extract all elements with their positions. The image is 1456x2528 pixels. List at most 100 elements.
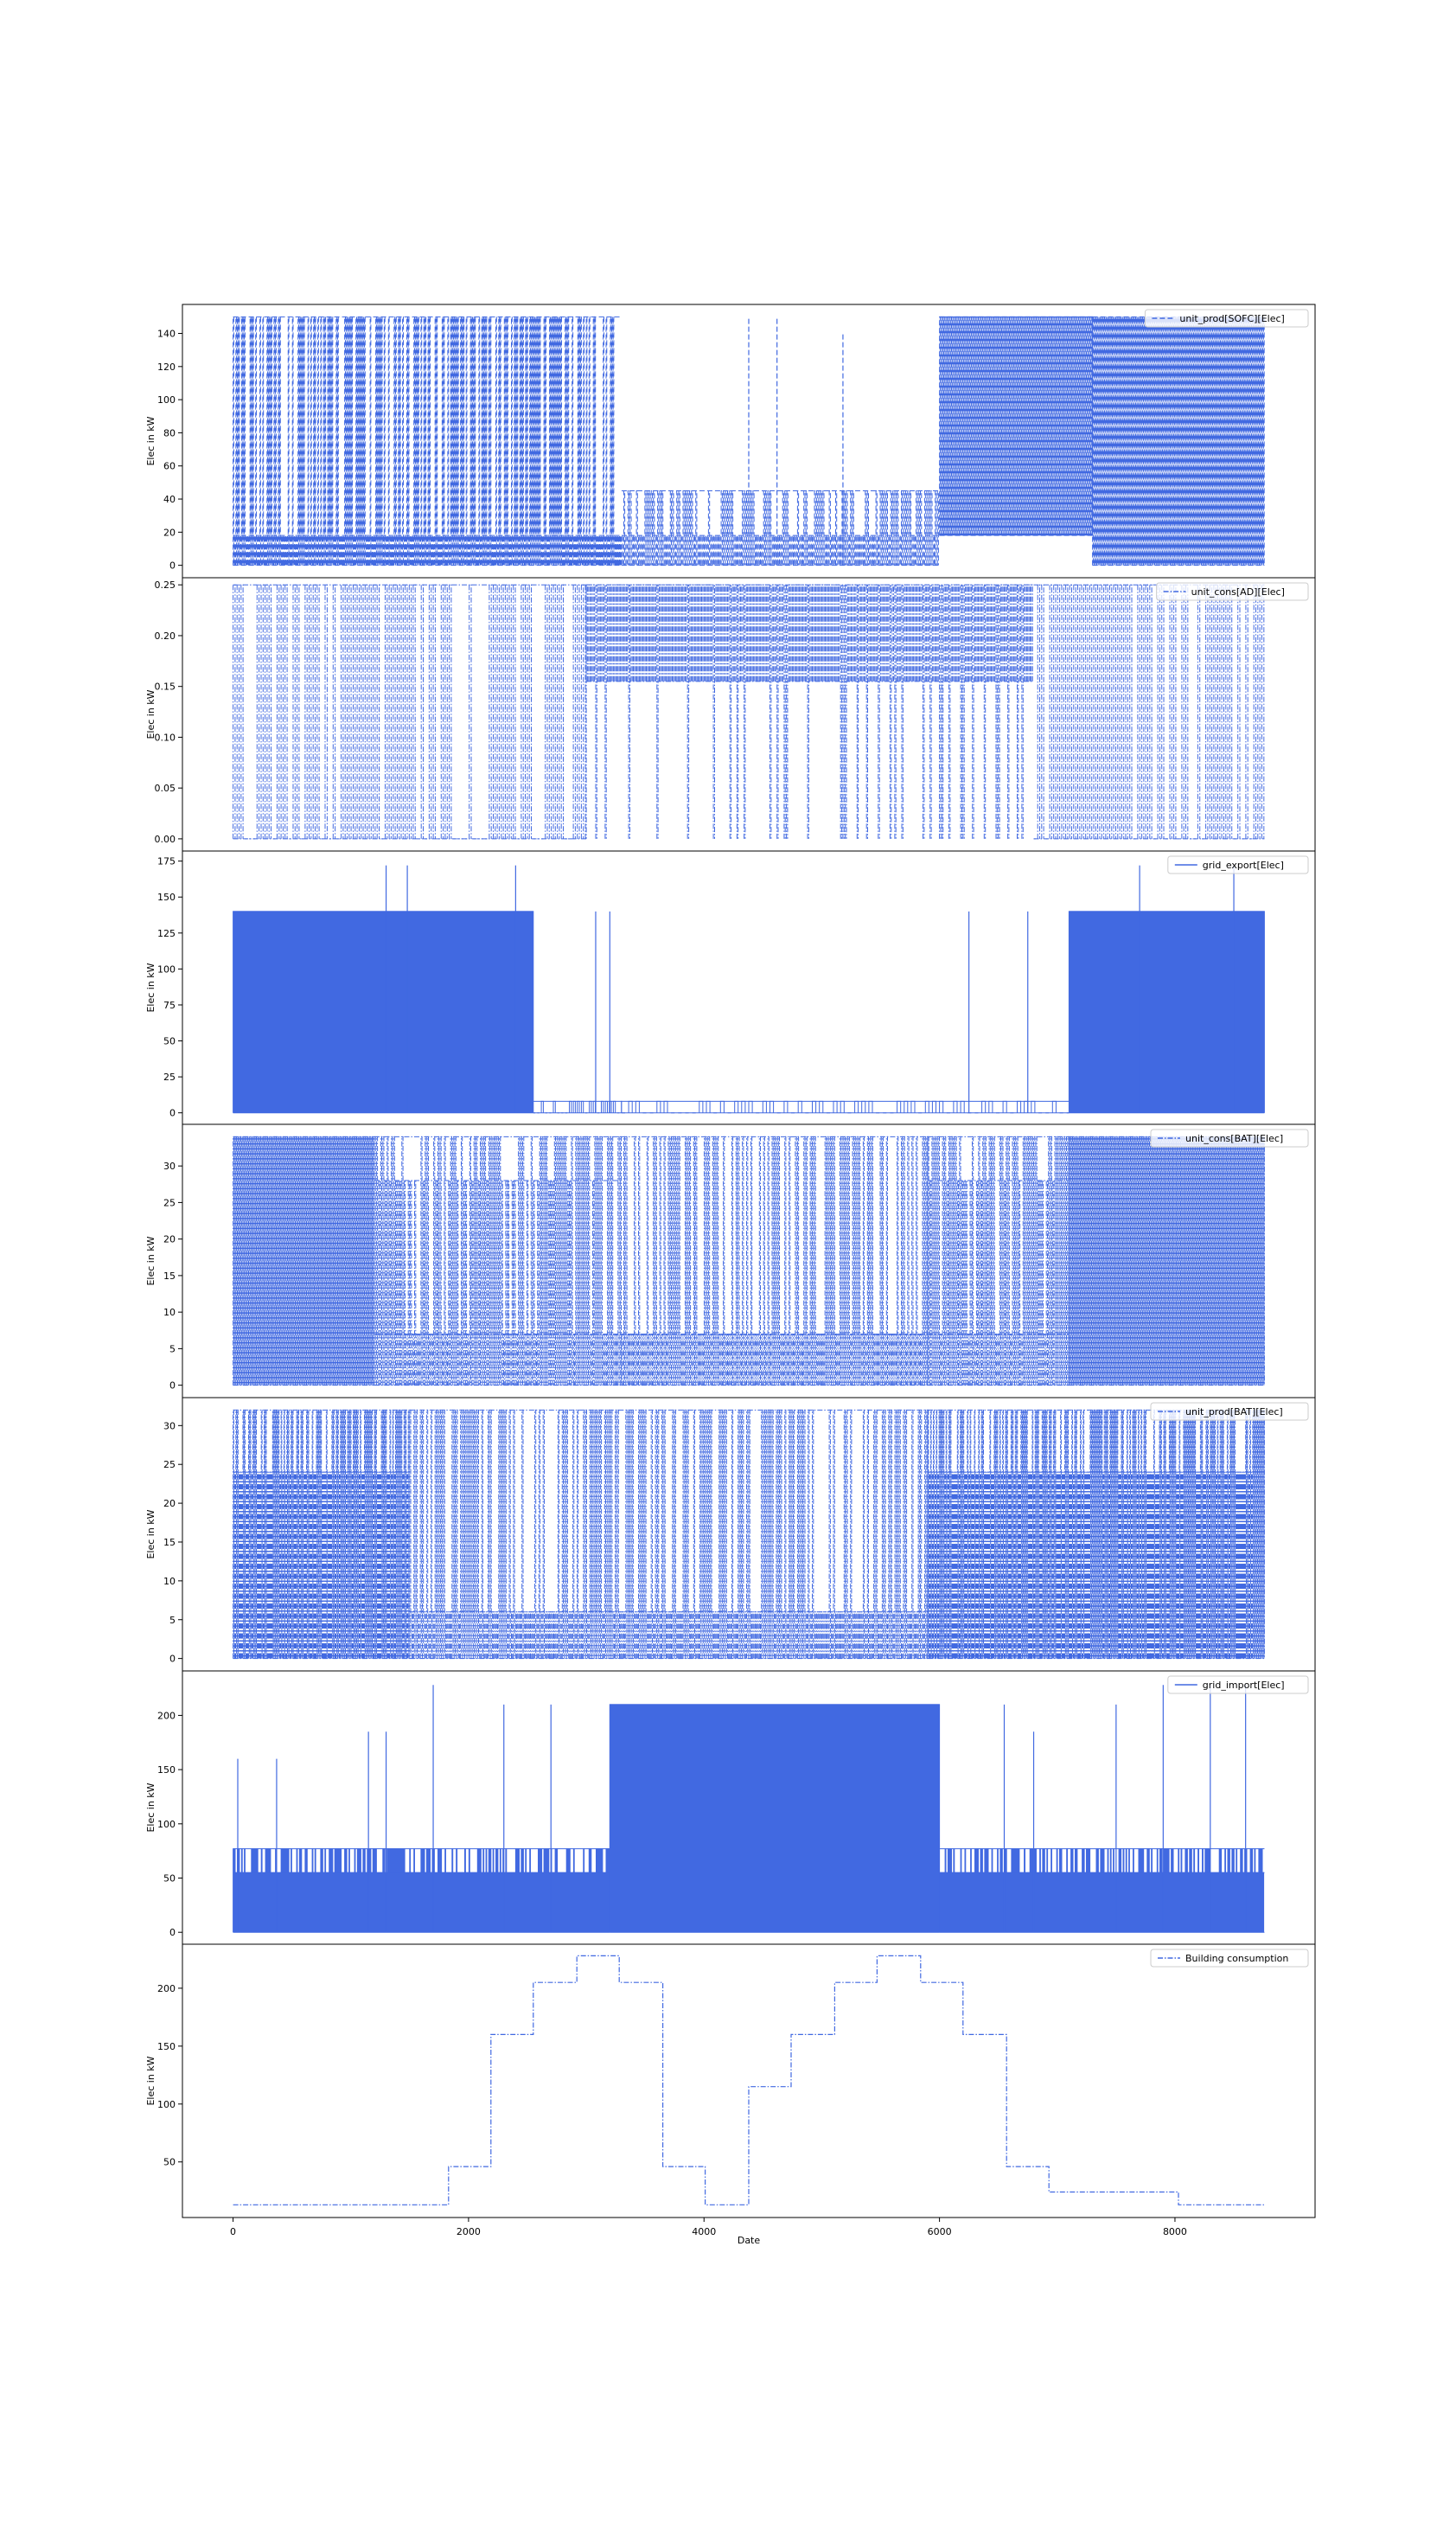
series-segment-1 <box>233 1409 410 1659</box>
y-tick-label: 0 <box>169 1654 176 1665</box>
series-segment-1 <box>233 1136 374 1386</box>
y-tick-label: 5 <box>169 1343 176 1354</box>
legend: unit_prod[BAT][Elec] <box>1150 1402 1309 1421</box>
y-tick-label: 40 <box>163 494 176 505</box>
series-segment-4 <box>1092 316 1265 566</box>
y-tick-label: 0 <box>169 1380 176 1392</box>
series-segment-2 <box>609 1704 941 1933</box>
series-segment-2 <box>585 584 1033 839</box>
y-tick-label: 0 <box>169 560 176 572</box>
y-tick-label: 50 <box>163 1873 176 1885</box>
series-segment-1 <box>233 1848 610 1933</box>
y-tick-label: 0.25 <box>155 579 176 591</box>
y-tick-label: 200 <box>157 1710 176 1721</box>
legend-label: unit_cons[AD][Elec] <box>1191 586 1285 598</box>
y-tick-label: 175 <box>157 856 176 867</box>
y-axis-label: Elec in kW <box>145 1509 156 1558</box>
chart-panel-6: 0 50 100 150 200 Elec in kW grid_import[Elec] <box>145 1670 1316 1945</box>
series-marks <box>233 1685 1265 1933</box>
y-tick-label: 75 <box>163 1000 176 1011</box>
y-tick-label: 0 <box>169 1108 176 1119</box>
series-segment-3 <box>927 1409 1265 1659</box>
plot-frame <box>182 1943 1316 2218</box>
y-axis-label: Elec in kW <box>145 2056 156 2105</box>
y-tick-label: 25 <box>163 1072 176 1083</box>
legend-box <box>1144 309 1309 328</box>
y-tick-label: 0 <box>169 1927 176 1938</box>
chart-panel-3: 0 25 50 75 100 125 150 175 Elec in kW grid_export… <box>145 850 1316 1125</box>
y-tick-label: 120 <box>157 362 176 373</box>
series-marks <box>233 316 1265 566</box>
y-tick-label: 0.00 <box>155 834 176 845</box>
y-tick-label: 15 <box>163 1270 176 1282</box>
y-tick-label: 0.15 <box>155 682 176 693</box>
y-tick-label: 140 <box>157 329 176 340</box>
legend-label: grid_export[Elec] <box>1203 860 1284 871</box>
y-tick-label: 125 <box>157 928 176 939</box>
x-axis-label: Date <box>738 2235 761 2246</box>
series-segment-4 <box>1068 911 1265 1113</box>
x-tick-label: 8000 <box>1163 2226 1187 2237</box>
legend: grid_export[Elec] <box>1167 855 1309 874</box>
legend: grid_import[Elec] <box>1167 1675 1309 1694</box>
y-tick-label: 100 <box>157 963 176 975</box>
series-marks <box>233 1409 1265 1660</box>
legend-label: grid_import[Elec] <box>1203 1680 1285 1691</box>
y-tick-label: 5 <box>169 1615 176 1626</box>
y-tick-label: 10 <box>163 1307 176 1318</box>
series-segment-4 <box>927 1136 1070 1386</box>
series-segment-2 <box>621 490 939 566</box>
series-marks <box>233 865 1265 1114</box>
legend: unit_cons[BAT][Elec] <box>1150 1129 1309 1148</box>
series-segment-1 <box>233 911 534 1113</box>
legend-box <box>1167 1675 1309 1694</box>
x-tick-label: 6000 <box>928 2226 952 2237</box>
y-tick-label: 50 <box>163 1036 176 1047</box>
series-marks <box>233 1955 1265 2205</box>
legend-box <box>1167 855 1309 874</box>
legend-label: unit_prod[SOFC][Elec] <box>1179 313 1284 324</box>
series-segment-2 <box>533 1100 623 1114</box>
series-segment-1 <box>233 584 587 840</box>
y-tick-label: 0.05 <box>155 783 176 794</box>
series-segment-1 <box>233 316 622 566</box>
series-segment-2 <box>409 1409 929 1659</box>
y-tick-label: 30 <box>163 1161 176 1172</box>
y-tick-label: 200 <box>157 1983 176 1994</box>
series-segment-3 <box>621 1136 929 1386</box>
series-segment-3 <box>939 1848 1265 1933</box>
series-segment-3 <box>1033 584 1265 840</box>
y-axis-label: Elec in kW <box>145 689 156 739</box>
y-tick-label: 0.20 <box>155 630 176 642</box>
shared-x-axis: 0 2000 4000 6000 8000 <box>230 2218 1187 2237</box>
y-tick-label: 150 <box>157 1764 176 1776</box>
legend-label: unit_prod[BAT][Elec] <box>1185 1406 1283 1418</box>
y-tick-label: 150 <box>157 892 176 903</box>
legend-box <box>1156 582 1309 601</box>
chart-panel-2: 0.00 0.05 0.10 0.15 0.20 0.25 Elec in kW unit_c… <box>145 577 1316 852</box>
y-tick-label: 100 <box>157 394 176 406</box>
series-segment-5 <box>1068 1136 1265 1386</box>
y-tick-label: 150 <box>157 2041 176 2052</box>
legend-label: Building consumption <box>1185 1953 1288 1964</box>
y-tick-label: 0.10 <box>155 732 176 743</box>
y-tick-label: 15 <box>163 1537 176 1548</box>
y-tick-label: 60 <box>163 461 176 472</box>
series-segment-3 <box>621 1100 1070 1114</box>
x-tick-label: 4000 <box>692 2226 716 2237</box>
chart-panel-4: 0 5 10 15 20 25 30 Elec in kW unit_cons[BAT][Ele… <box>145 1123 1316 1398</box>
y-tick-label: 25 <box>163 1197 176 1208</box>
legend: Building consumption <box>1150 1949 1309 1968</box>
y-tick-label: 30 <box>163 1420 176 1431</box>
y-axis-label: Elec in kW <box>145 963 156 1012</box>
y-tick-label: 20 <box>163 527 176 538</box>
y-tick-label: 10 <box>163 1576 176 1587</box>
y-tick-label: 100 <box>157 2099 176 2110</box>
y-tick-label: 20 <box>163 1498 176 1509</box>
chart-panel-5: 0 5 10 15 20 25 30 Elec in kW unit_prod[BAT][Ele… <box>145 1397 1316 1672</box>
y-axis-label: Elec in kW <box>145 416 156 465</box>
legend-box <box>1150 1129 1309 1148</box>
legend: unit_prod[SOFC][Elec] <box>1144 309 1309 328</box>
